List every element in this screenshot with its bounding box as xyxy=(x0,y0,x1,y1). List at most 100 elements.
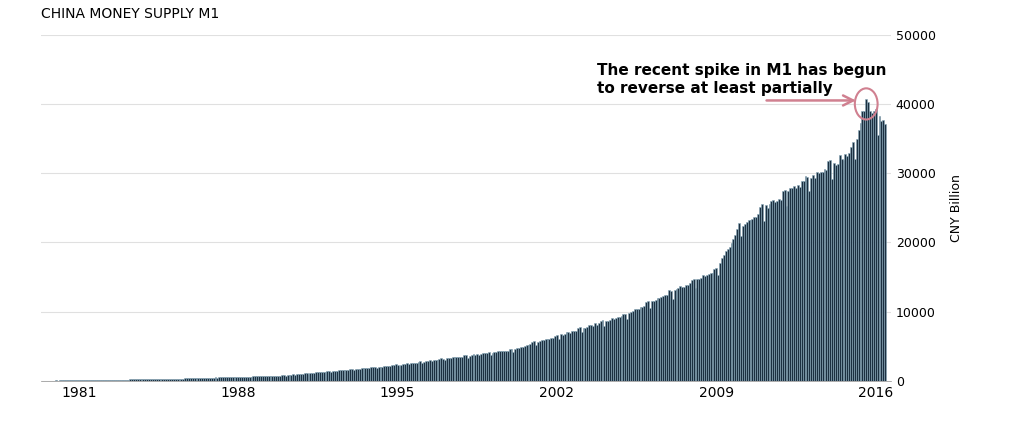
Bar xyxy=(691,280,692,381)
Bar xyxy=(592,326,594,381)
Bar xyxy=(338,370,340,381)
Text: CHINA MONEY SUPPLY M1: CHINA MONEY SUPPLY M1 xyxy=(41,7,219,21)
Bar xyxy=(304,373,305,381)
Bar xyxy=(431,361,433,381)
Bar xyxy=(236,377,238,381)
Bar xyxy=(539,341,541,381)
Bar xyxy=(638,309,640,381)
Bar xyxy=(698,279,700,381)
Bar xyxy=(116,380,118,381)
Bar xyxy=(647,301,649,381)
Bar xyxy=(327,371,329,381)
Bar xyxy=(148,379,151,381)
Bar xyxy=(65,380,67,381)
Bar xyxy=(240,377,241,381)
Bar xyxy=(262,376,264,381)
Bar xyxy=(167,379,169,381)
Bar xyxy=(792,188,794,381)
Bar xyxy=(342,370,344,381)
Bar xyxy=(349,369,351,381)
Bar xyxy=(563,334,565,381)
Bar xyxy=(345,370,347,381)
Bar xyxy=(336,371,338,381)
Bar xyxy=(665,295,666,381)
Text: The recent spike in M1 has begun
to reverse at least partially: The recent spike in M1 has begun to reve… xyxy=(597,64,887,96)
Bar xyxy=(607,321,609,381)
Bar xyxy=(67,380,69,381)
Bar xyxy=(501,351,503,381)
Bar xyxy=(649,308,651,381)
Bar xyxy=(846,156,848,381)
Y-axis label: CNY Billion: CNY Billion xyxy=(949,174,963,242)
Bar xyxy=(224,377,226,381)
Bar xyxy=(790,187,792,381)
Bar xyxy=(355,369,356,381)
Bar xyxy=(556,335,558,381)
Bar xyxy=(571,331,573,381)
Bar xyxy=(810,178,812,381)
Bar xyxy=(267,376,269,381)
Bar xyxy=(278,376,280,381)
Bar xyxy=(778,199,780,381)
Bar xyxy=(249,377,251,381)
Bar xyxy=(347,370,349,381)
Bar xyxy=(867,102,869,381)
Bar xyxy=(545,339,547,381)
Bar xyxy=(93,380,95,381)
Bar xyxy=(801,181,803,381)
Bar xyxy=(841,159,843,381)
Bar xyxy=(321,372,323,381)
Bar xyxy=(165,379,167,381)
Bar xyxy=(245,377,247,381)
Bar xyxy=(258,376,260,381)
Bar xyxy=(425,361,427,381)
Bar xyxy=(402,364,404,381)
Bar xyxy=(498,351,499,381)
Bar xyxy=(799,187,801,381)
Bar xyxy=(818,173,820,381)
Bar xyxy=(273,376,275,381)
Bar xyxy=(446,359,447,381)
Bar xyxy=(280,375,281,381)
Bar xyxy=(74,380,76,381)
Bar xyxy=(226,377,227,381)
Bar xyxy=(73,380,74,381)
Bar xyxy=(848,152,850,381)
Bar xyxy=(725,251,727,381)
Bar xyxy=(603,326,605,381)
Bar xyxy=(714,269,716,381)
Bar xyxy=(754,217,756,381)
Bar xyxy=(569,333,571,381)
Bar xyxy=(360,368,362,381)
Bar xyxy=(196,378,198,381)
Bar xyxy=(233,377,236,381)
Bar xyxy=(496,352,498,381)
Bar xyxy=(579,327,581,381)
Bar xyxy=(243,377,245,381)
Bar xyxy=(404,364,407,381)
Bar xyxy=(454,357,456,381)
Bar xyxy=(525,345,527,381)
Bar xyxy=(358,368,360,381)
Bar xyxy=(740,236,742,381)
Bar xyxy=(474,355,476,381)
Bar xyxy=(827,161,829,381)
Bar xyxy=(821,171,823,381)
Bar xyxy=(127,380,129,381)
Bar xyxy=(444,360,446,381)
Bar xyxy=(238,377,240,381)
Bar xyxy=(307,374,309,381)
Bar xyxy=(623,313,625,381)
Bar xyxy=(600,321,601,381)
Bar xyxy=(730,242,732,381)
Bar xyxy=(305,373,307,381)
Bar xyxy=(529,345,531,381)
Bar xyxy=(609,320,611,381)
Bar xyxy=(460,357,461,381)
Bar xyxy=(632,311,634,381)
Bar xyxy=(594,323,596,381)
Bar xyxy=(643,306,645,381)
Bar xyxy=(254,376,256,381)
Bar xyxy=(674,290,676,381)
Bar xyxy=(135,379,137,381)
